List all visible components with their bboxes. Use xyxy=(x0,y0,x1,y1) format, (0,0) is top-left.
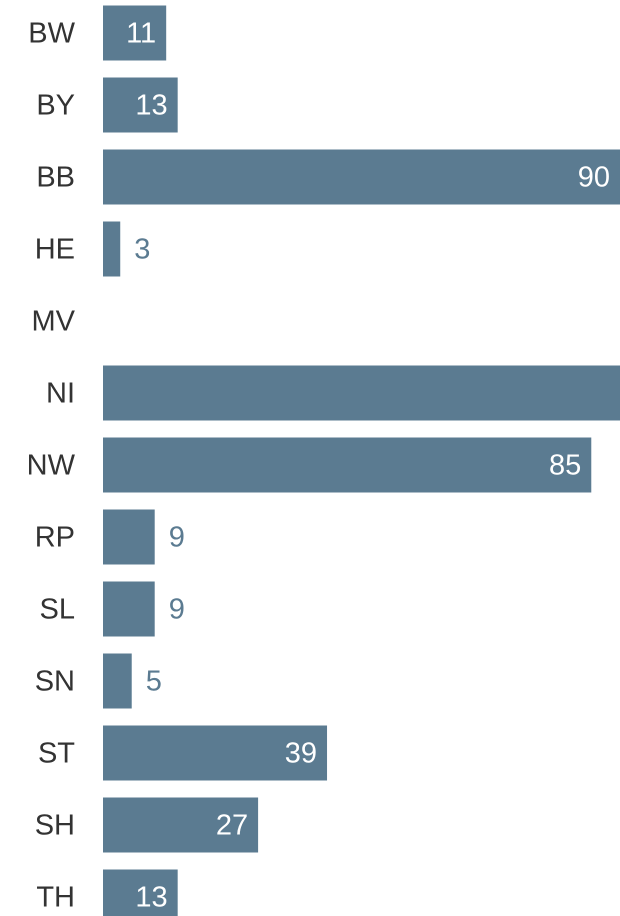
y-tick-label: TH xyxy=(36,882,75,914)
bar xyxy=(103,581,155,637)
value-label: 3 xyxy=(134,234,150,266)
y-tick-label: MV xyxy=(32,306,76,338)
y-tick-label: SH xyxy=(35,810,75,842)
y-tick-label: NI xyxy=(46,378,75,410)
y-tick-label: HE xyxy=(35,234,75,266)
y-tick-label: NW xyxy=(27,450,76,482)
bar xyxy=(103,797,259,853)
bar xyxy=(103,149,620,205)
value-label: 13 xyxy=(135,90,167,122)
y-tick-label: SL xyxy=(40,594,75,626)
bar xyxy=(103,653,132,709)
bar xyxy=(103,869,178,916)
value-label: 39 xyxy=(285,738,317,770)
plot-area xyxy=(103,5,620,916)
bar xyxy=(103,77,178,133)
y-tick-label: RP xyxy=(35,522,75,554)
bar xyxy=(103,509,155,565)
value-label: 9 xyxy=(169,594,185,626)
bar xyxy=(103,437,592,493)
value-label: 90 xyxy=(578,162,610,194)
y-tick-label: BY xyxy=(36,90,75,122)
y-tick-label: ST xyxy=(38,738,75,770)
bar xyxy=(103,725,328,781)
y-tick-label: BB xyxy=(36,162,75,194)
value-label: 13 xyxy=(135,882,167,914)
value-label: 11 xyxy=(126,18,156,50)
value-label: 9 xyxy=(169,522,185,554)
bar xyxy=(103,221,121,277)
value-label: 27 xyxy=(216,810,248,842)
y-tick-label: BW xyxy=(28,18,75,50)
bar xyxy=(103,365,620,421)
y-tick-label: SN xyxy=(35,666,75,698)
bar xyxy=(103,5,167,61)
value-label: 5 xyxy=(146,666,162,698)
value-label: 85 xyxy=(549,450,581,482)
